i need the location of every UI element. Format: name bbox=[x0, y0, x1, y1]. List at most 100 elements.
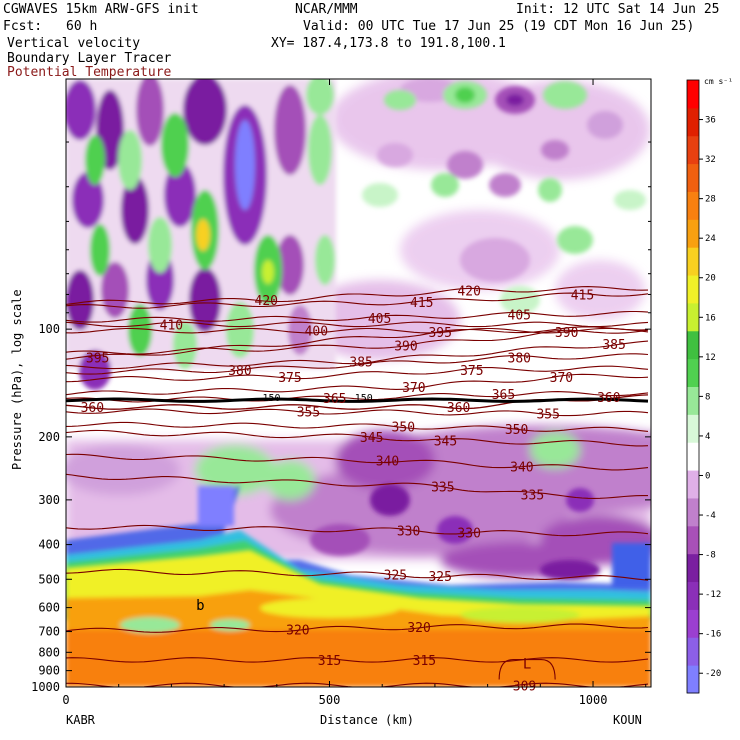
tracer-marker: b bbox=[196, 598, 204, 614]
x-axis-ticks: 0 500 1000 bbox=[62, 79, 647, 707]
contour-labels: 420 420 415 415 410 405 405 400 395 395 390 390 385 3… bbox=[81, 285, 626, 695]
colorbar-label--12: -12 bbox=[705, 590, 721, 600]
x-tick-label-0: 0 bbox=[62, 693, 69, 707]
field2-label: Boundary Layer Tracer bbox=[7, 51, 172, 66]
theta-label-335: 335 bbox=[521, 489, 544, 504]
theta-contour-415 bbox=[66, 292, 649, 309]
low-marker: L bbox=[523, 657, 531, 673]
theta-label-400: 400 bbox=[305, 325, 328, 340]
theta-contour-405 bbox=[66, 310, 649, 323]
theta-label-390: 390 bbox=[555, 326, 578, 341]
theta-label-320: 320 bbox=[286, 623, 309, 638]
y-tick-label-100: 100 bbox=[38, 322, 60, 336]
theta-contour-390 bbox=[66, 329, 649, 355]
theta-contour-420 bbox=[66, 286, 649, 305]
fcst-label: Fcst: bbox=[3, 19, 43, 34]
x-tick-label-1000: 1000 bbox=[579, 693, 608, 707]
theta-contour-345 bbox=[66, 429, 649, 447]
colorbar-label--4: -4 bbox=[705, 511, 716, 521]
y-tick-label-600: 600 bbox=[38, 601, 60, 615]
theta-label-360: 360 bbox=[81, 401, 104, 416]
right-endpoint: KOUN bbox=[613, 713, 642, 727]
colorbar-swatch bbox=[687, 497, 699, 527]
colorbar: 36 32 28 24 20 16 12 8 4 0 -4 -8 -12 -16 -20 cm s⁻¹ bbox=[686, 77, 733, 694]
theta-label-330: 330 bbox=[457, 526, 480, 541]
theta-contour-410 bbox=[66, 321, 649, 328]
theta-contour-370 bbox=[66, 373, 649, 396]
theta-label-360: 360 bbox=[597, 391, 620, 406]
colorbar-label--8: -8 bbox=[705, 551, 716, 561]
theta-label-385: 385 bbox=[602, 338, 625, 353]
y-tick-label-900: 900 bbox=[38, 664, 60, 678]
low-contour-loop bbox=[498, 659, 556, 680]
theta-contour-330 bbox=[66, 524, 649, 537]
model-title: CGWAVES 15km ARW-GFS init bbox=[3, 2, 199, 17]
colorbar-label-36: 36 bbox=[705, 116, 716, 126]
theta-contour-385 bbox=[66, 340, 649, 370]
theta-label-330: 330 bbox=[397, 524, 420, 539]
x-axis-label: Distance (km) bbox=[320, 713, 414, 727]
theta-label-320: 320 bbox=[407, 621, 430, 636]
colorbar-swatch bbox=[687, 637, 699, 666]
colorbar-label-20: 20 bbox=[705, 274, 716, 284]
field3-label: Potential Temperature bbox=[7, 65, 172, 80]
colorbar-label--20: -20 bbox=[705, 669, 721, 679]
colorbar-swatch bbox=[687, 525, 699, 555]
tracer-contour-line bbox=[66, 397, 649, 403]
theta-label-395: 395 bbox=[428, 326, 451, 341]
theta-label-335: 335 bbox=[431, 480, 454, 495]
theta-label-315: 315 bbox=[413, 654, 436, 669]
colorbar-swatch bbox=[687, 470, 699, 499]
tracer-label-150: 150 bbox=[355, 393, 373, 404]
theta-contour-320 bbox=[66, 623, 649, 633]
colorbar-swatch bbox=[687, 609, 699, 638]
xy-label: XY= 187.4,173.8 to 191.8,100.1 bbox=[271, 36, 506, 51]
theta-contour-380 bbox=[66, 353, 649, 375]
theta-label-395: 395 bbox=[86, 351, 109, 366]
theta-label-420: 420 bbox=[457, 285, 480, 300]
colorbar-swatch bbox=[687, 414, 699, 443]
theta-label-410: 410 bbox=[160, 318, 183, 333]
colorbar-swatch bbox=[687, 442, 699, 471]
colorbar-label-24: 24 bbox=[705, 234, 716, 244]
theta-contour-375 bbox=[66, 365, 649, 383]
theta-contour-315 bbox=[66, 657, 649, 663]
theta-label-325: 325 bbox=[428, 570, 451, 585]
colorbar-label-4: 4 bbox=[705, 432, 710, 442]
org-label: NCAR/MMM bbox=[295, 2, 358, 17]
fcst-value: 60 h bbox=[66, 19, 98, 34]
theta-label-370: 370 bbox=[550, 371, 573, 386]
field1-label: Vertical velocity bbox=[7, 36, 141, 51]
colorbar-units: cm s⁻¹ bbox=[704, 77, 733, 86]
theta-contour-340 bbox=[66, 453, 649, 471]
colorbar-label-12: 12 bbox=[705, 353, 716, 363]
theta-label-340: 340 bbox=[376, 455, 399, 470]
theta-label-405: 405 bbox=[368, 312, 391, 327]
y-axis-ticks: 100 200 300 400 500 600 700 800 900 1000 bbox=[31, 141, 651, 694]
theta-label-380: 380 bbox=[508, 351, 531, 366]
colorbar-swatch bbox=[687, 302, 699, 332]
theta-contour-355 bbox=[66, 408, 649, 417]
colorbar-swatch bbox=[687, 330, 699, 360]
theta-contour-395 bbox=[66, 326, 649, 360]
y-tick-label-400: 400 bbox=[38, 538, 60, 552]
theta-label-355: 355 bbox=[297, 406, 320, 421]
colorbar-swatch bbox=[687, 80, 699, 109]
theta-label-415: 415 bbox=[410, 296, 433, 311]
theta-label-340: 340 bbox=[510, 460, 533, 475]
colorbar-swatch bbox=[687, 581, 699, 610]
colorbar-label-28: 28 bbox=[705, 195, 716, 205]
theta-label-315: 315 bbox=[318, 654, 341, 669]
colorbar-swatch bbox=[687, 275, 699, 304]
colorbar-frame bbox=[686, 79, 700, 694]
theta-label-365: 365 bbox=[492, 388, 515, 403]
theta-contour-309 bbox=[66, 682, 649, 687]
colorbar-label-16: 16 bbox=[705, 313, 716, 323]
colorbar-swatch bbox=[687, 386, 699, 415]
theta-label-420: 420 bbox=[255, 294, 278, 309]
theta-label-415: 415 bbox=[571, 288, 594, 303]
colorbar-label--16: -16 bbox=[705, 630, 721, 640]
theta-contours bbox=[66, 286, 649, 687]
y-tick-label-700: 700 bbox=[38, 625, 60, 639]
theta-label-370: 370 bbox=[402, 381, 425, 396]
